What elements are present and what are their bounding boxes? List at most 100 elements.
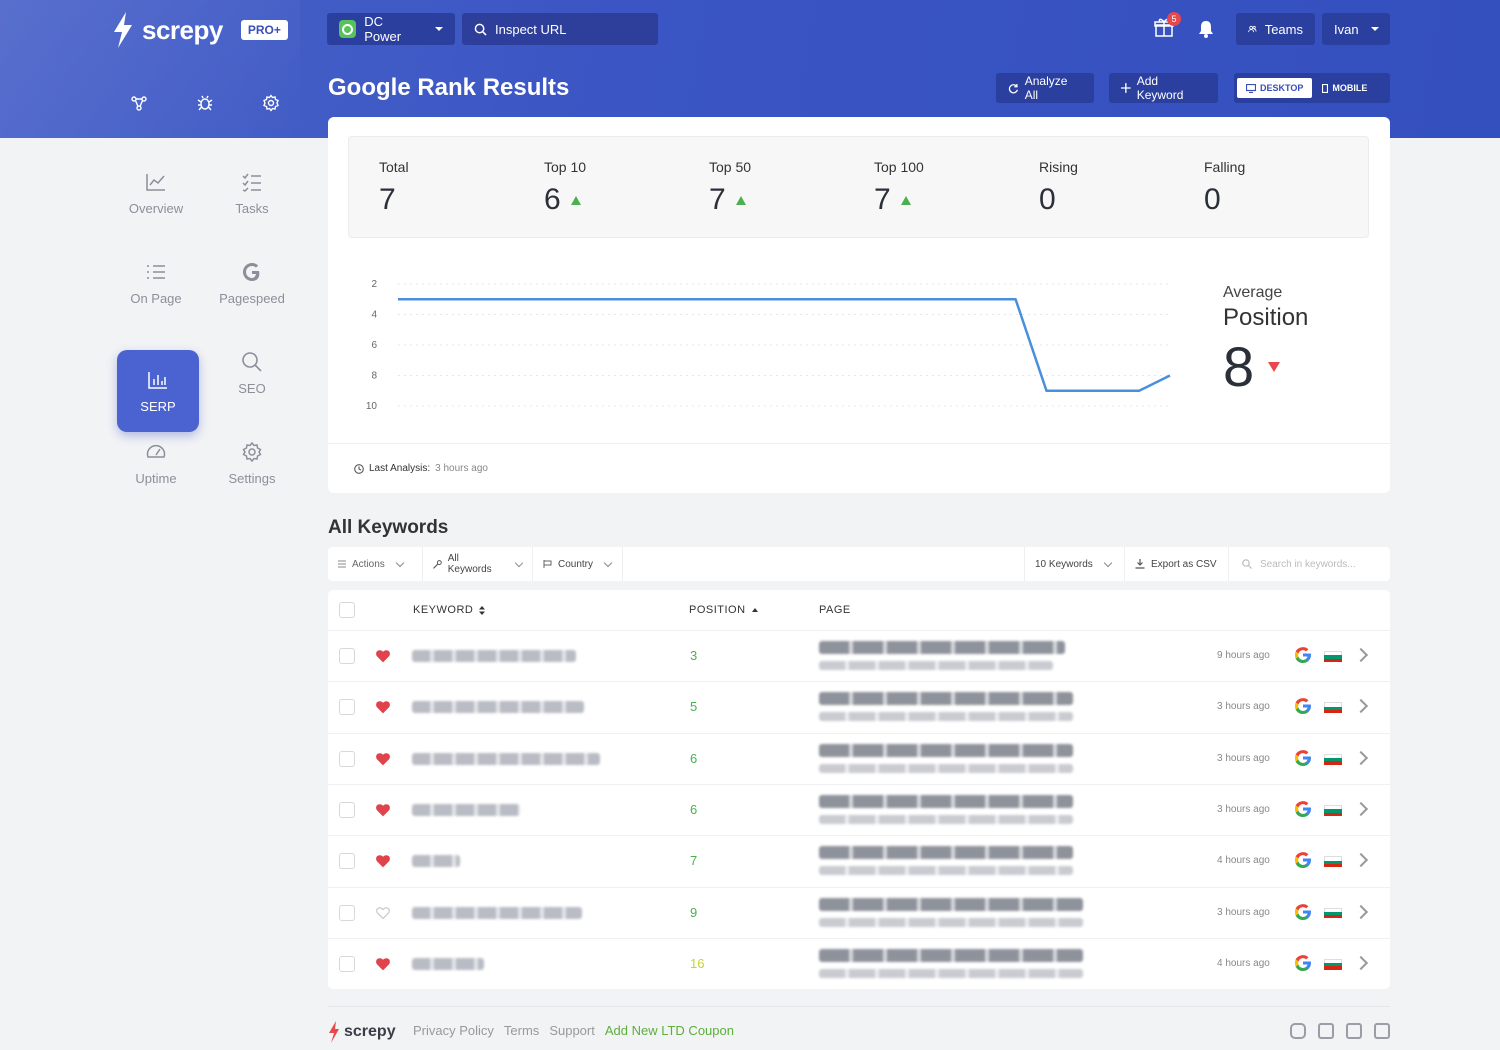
- row-updated-ago: 3 hours ago: [1217, 701, 1270, 713]
- all-keywords-dropdown[interactable]: All Keywords: [423, 547, 533, 581]
- page-url-redacted: [819, 814, 1073, 824]
- bolt-icon: [329, 1021, 339, 1043]
- column-header-position[interactable]: POSITION: [689, 604, 758, 616]
- stat-label: Top 100: [874, 159, 924, 175]
- sidebar-item-serp[interactable]: SERP: [117, 350, 199, 432]
- project-tools: [130, 94, 280, 112]
- heart-icon[interactable]: [376, 854, 390, 868]
- chevron-right-icon[interactable]: [1353, 801, 1369, 816]
- table-row[interactable]: 6 3 hours ago: [328, 783, 1390, 835]
- sidebar-item-overview[interactable]: Overview: [115, 152, 197, 234]
- heart-icon[interactable]: [376, 906, 390, 920]
- sidebar-item-tasks[interactable]: Tasks: [211, 152, 293, 234]
- add-coupon-link[interactable]: Add New LTD Coupon: [604, 1023, 734, 1038]
- tasks-list-icon: [242, 173, 261, 192]
- table-row[interactable]: 3 9 hours ago: [328, 630, 1390, 681]
- sidebar-item-seo[interactable]: SEO: [211, 332, 293, 414]
- google-icon: [1294, 647, 1311, 663]
- add-keyword-button[interactable]: Add Keyword: [1109, 73, 1218, 103]
- heart-icon[interactable]: [376, 957, 390, 971]
- row-checkbox[interactable]: [339, 853, 355, 870]
- table-row[interactable]: 7 4 hours ago: [328, 835, 1390, 886]
- table-row[interactable]: 16 4 hours ago: [328, 937, 1390, 989]
- support-link[interactable]: Support: [549, 1023, 595, 1038]
- device-toggle: DESKTOP MOBILE: [1234, 73, 1390, 103]
- sort-asc-icon: [751, 608, 758, 612]
- heart-icon[interactable]: [376, 700, 390, 714]
- desktop-label: DESKTOP: [1260, 83, 1304, 93]
- heart-icon[interactable]: [376, 803, 390, 817]
- select-all-checkbox[interactable]: [339, 602, 355, 618]
- sidebar-item-settings[interactable]: Settings: [211, 422, 293, 504]
- trend-up-icon: [570, 195, 581, 205]
- table-row[interactable]: 5 3 hours ago: [328, 681, 1390, 732]
- user-menu[interactable]: Ivan: [1322, 13, 1390, 45]
- privacy-policy-link[interactable]: Privacy Policy: [413, 1023, 494, 1038]
- project-icon: [339, 20, 357, 38]
- sidebar-item-label: Pagespeed: [219, 290, 285, 306]
- notifications-button[interactable]: [1196, 19, 1216, 44]
- inspect-url-input[interactable]: Inspect URL: [462, 13, 658, 45]
- google-icon: [1294, 954, 1311, 971]
- gift-button[interactable]: 5: [1153, 12, 1181, 43]
- search-icon: [242, 351, 262, 372]
- desktop-tab[interactable]: DESKTOP: [1237, 78, 1313, 98]
- chevron-right-icon[interactable]: [1353, 853, 1369, 868]
- teams-button[interactable]: Teams: [1236, 13, 1315, 45]
- export-csv-button[interactable]: Export as CSV: [1125, 547, 1229, 581]
- chevron-down-icon: [1103, 558, 1113, 567]
- last-analysis-label: Last Analysis:: [369, 463, 431, 474]
- row-checkbox[interactable]: [339, 904, 355, 921]
- sidebar-item-on-page[interactable]: On Page: [115, 242, 197, 324]
- facebook-icon[interactable]: [1346, 1023, 1362, 1039]
- brand-logo[interactable]: screpy PRO+: [112, 12, 288, 48]
- sidebar-item-label: On Page: [130, 290, 182, 306]
- footer-links: Privacy Policy Terms Support Add New LTD…: [413, 1023, 734, 1038]
- row-checkbox[interactable]: [339, 750, 355, 767]
- sidebar-item-pagespeed[interactable]: Pagespeed: [211, 242, 293, 324]
- bug-icon[interactable]: [196, 94, 214, 112]
- instagram-icon[interactable]: [1290, 1023, 1306, 1039]
- actions-dropdown[interactable]: Actions: [328, 547, 423, 581]
- heart-icon[interactable]: [376, 752, 390, 766]
- column-header-keyword[interactable]: KEYWORD: [413, 604, 486, 616]
- column-page-label: PAGE: [819, 604, 851, 616]
- row-checkbox[interactable]: [339, 699, 355, 716]
- linkedin-icon[interactable]: [1374, 1023, 1390, 1039]
- country-dropdown[interactable]: Country: [533, 547, 623, 581]
- project-selector[interactable]: DC Power: [327, 13, 455, 45]
- table-row[interactable]: 9 3 hours ago: [328, 886, 1390, 938]
- keyword-text-redacted: [412, 752, 600, 765]
- row-updated-ago: 3 hours ago: [1217, 803, 1270, 815]
- analyze-all-button[interactable]: Analyze All: [996, 73, 1094, 103]
- chevron-right-icon[interactable]: [1353, 955, 1369, 970]
- chevron-right-icon[interactable]: [1353, 699, 1369, 714]
- chevron-right-icon[interactable]: [1353, 904, 1369, 919]
- keyword-count-dropdown[interactable]: 10 Keywords: [1024, 547, 1125, 581]
- twitter-icon[interactable]: [1318, 1023, 1334, 1039]
- chevron-right-icon[interactable]: [1353, 647, 1369, 663]
- terms-link[interactable]: Terms: [503, 1023, 540, 1038]
- card-divider: [328, 443, 1390, 444]
- stat-label: Falling: [1204, 159, 1246, 175]
- sidebar-item-uptime[interactable]: Uptime: [115, 422, 197, 504]
- teams-label: Teams: [1264, 21, 1303, 37]
- page-title-redacted: [819, 897, 1083, 911]
- row-checkbox[interactable]: [339, 801, 355, 818]
- stat-value: 7: [379, 183, 396, 216]
- share-nodes-icon[interactable]: [130, 94, 148, 112]
- heart-icon[interactable]: [376, 649, 390, 663]
- chevron-down-icon: [435, 27, 443, 31]
- footer-logo[interactable]: screpy: [328, 1021, 396, 1043]
- row-checkbox[interactable]: [339, 648, 355, 664]
- gear-icon[interactable]: [262, 94, 280, 112]
- table-row[interactable]: 6 3 hours ago: [328, 732, 1390, 784]
- mobile-tab[interactable]: MOBILE: [1312, 78, 1377, 98]
- row-checkbox[interactable]: [339, 955, 355, 972]
- footer: screpy Privacy Policy Terms Support Add …: [328, 1006, 1390, 1050]
- chevron-right-icon[interactable]: [1353, 750, 1369, 765]
- gift-badge: 5: [1167, 12, 1181, 26]
- google-icon: [1294, 800, 1311, 817]
- keyword-search-input[interactable]: Search in keywords...: [1230, 547, 1390, 581]
- sidebar-item-label: Overview: [128, 200, 184, 216]
